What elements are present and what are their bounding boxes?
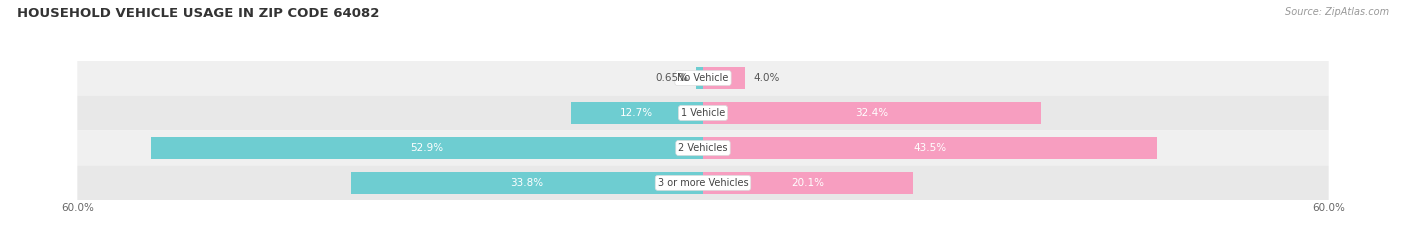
Text: 33.8%: 33.8% xyxy=(510,178,543,188)
Text: 52.9%: 52.9% xyxy=(411,143,444,153)
Bar xyxy=(571,102,703,124)
FancyBboxPatch shape xyxy=(77,130,1329,165)
Text: 2 Vehicles: 2 Vehicles xyxy=(678,143,728,153)
Bar xyxy=(703,137,1157,159)
Bar xyxy=(152,137,703,159)
Text: HOUSEHOLD VEHICLE USAGE IN ZIP CODE 64082: HOUSEHOLD VEHICLE USAGE IN ZIP CODE 6408… xyxy=(17,7,380,20)
Text: 12.7%: 12.7% xyxy=(620,108,654,118)
Text: 0.65%: 0.65% xyxy=(655,73,688,83)
Text: 20.1%: 20.1% xyxy=(792,178,824,188)
Text: 43.5%: 43.5% xyxy=(914,143,946,153)
FancyBboxPatch shape xyxy=(77,165,1329,200)
Text: 32.4%: 32.4% xyxy=(855,108,889,118)
Bar xyxy=(703,67,745,89)
FancyBboxPatch shape xyxy=(77,61,1329,96)
Bar xyxy=(696,67,703,89)
Bar xyxy=(350,172,703,194)
Bar xyxy=(703,172,912,194)
Text: No Vehicle: No Vehicle xyxy=(678,73,728,83)
Bar xyxy=(703,102,1040,124)
FancyBboxPatch shape xyxy=(77,96,1329,130)
Text: 1 Vehicle: 1 Vehicle xyxy=(681,108,725,118)
Text: Source: ZipAtlas.com: Source: ZipAtlas.com xyxy=(1285,7,1389,17)
Text: 3 or more Vehicles: 3 or more Vehicles xyxy=(658,178,748,188)
Text: 4.0%: 4.0% xyxy=(754,73,779,83)
